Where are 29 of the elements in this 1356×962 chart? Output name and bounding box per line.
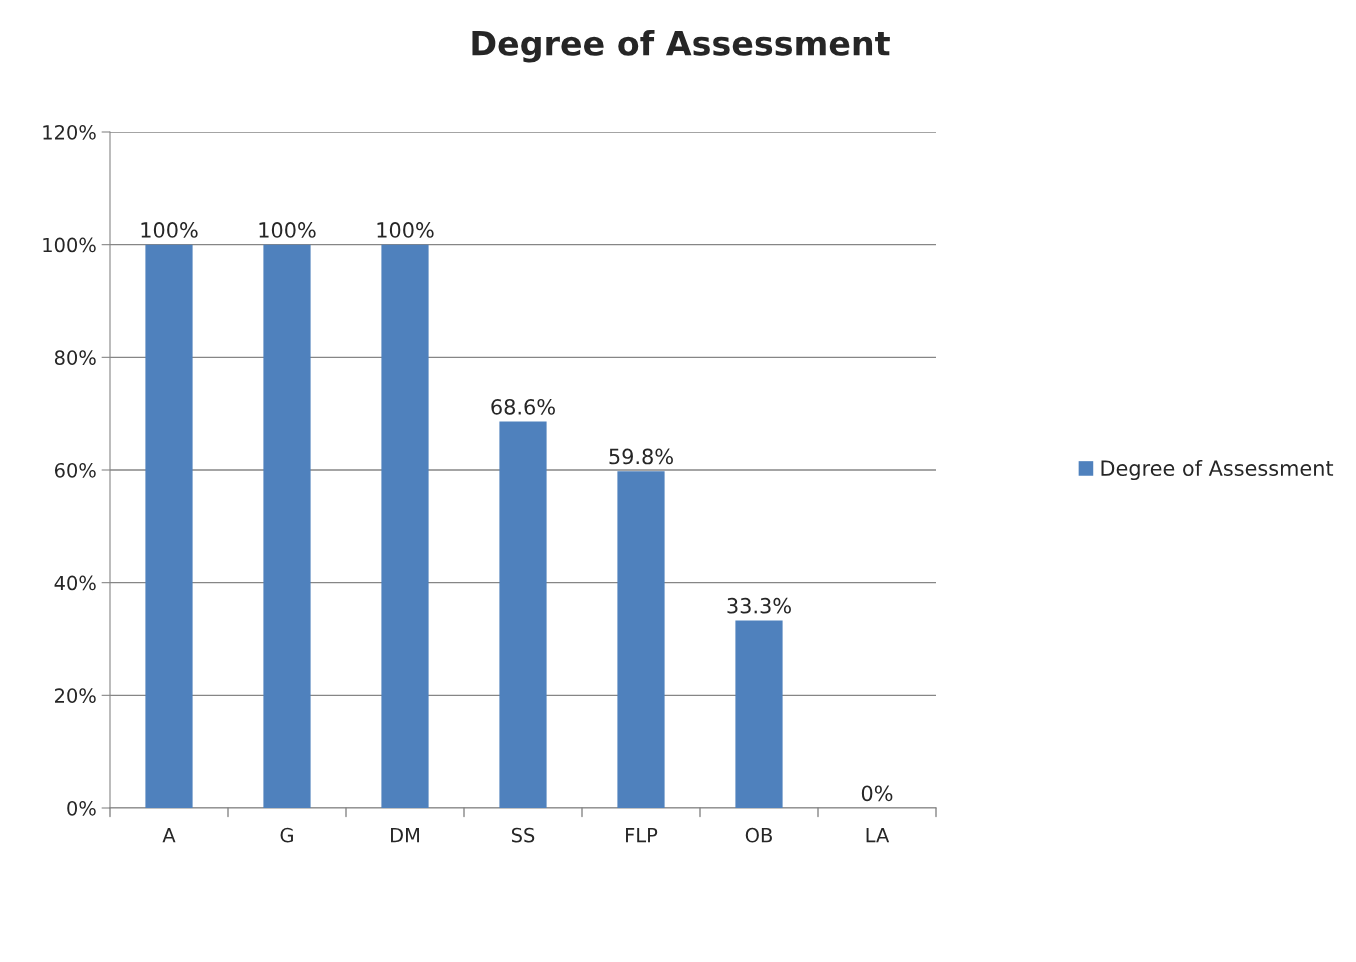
x-tick-label: OB	[745, 827, 772, 843]
y-tick-label: 20%	[55, 688, 96, 703]
data-label: 59.8%	[609, 448, 673, 465]
y-tick-label: 0%	[67, 800, 96, 816]
bar	[617, 471, 665, 808]
x-tick-label: FLP	[626, 828, 658, 843]
bar	[145, 244, 193, 808]
chart-title: Degree of Assessment	[472, 30, 890, 63]
y-tick-label: 60%	[54, 462, 96, 478]
bar	[263, 244, 311, 808]
y-tick-label: 80%	[54, 350, 96, 365]
data-label: 100%	[377, 222, 434, 238]
bar	[499, 421, 547, 808]
data-label: 0%	[861, 785, 893, 802]
data-label: 33.3%	[727, 597, 791, 614]
legend-label: Degree of Assessment	[1101, 459, 1334, 481]
data-label: 68.6%	[491, 398, 555, 415]
y-tick-label: 40%	[54, 575, 96, 591]
bar	[381, 244, 429, 808]
data-label: 100%	[259, 222, 316, 238]
x-tick-label: LA	[866, 828, 890, 843]
x-tick-label: A	[162, 828, 176, 843]
data-label: 100%	[141, 222, 198, 238]
x-tick-label: G	[280, 827, 293, 843]
x-tick-label: SS	[511, 827, 535, 843]
y-tick-label: 120%	[43, 124, 96, 140]
x-tick-label: DM	[391, 828, 419, 843]
y-tick-label: 100%	[43, 237, 96, 253]
bar	[735, 620, 783, 808]
